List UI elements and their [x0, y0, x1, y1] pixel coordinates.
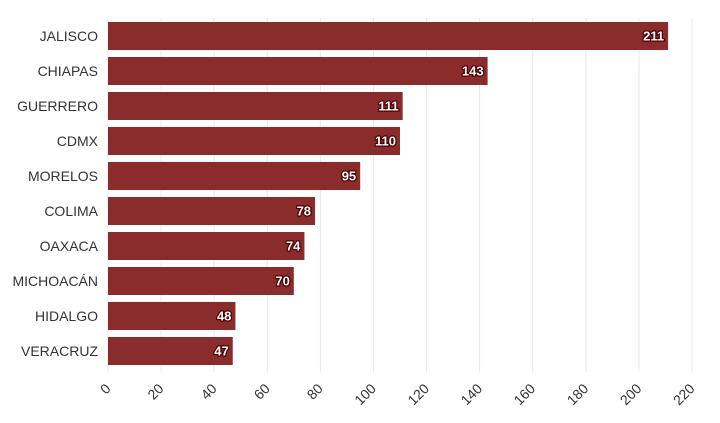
x-tick-label: 140 [457, 380, 485, 408]
category-labels: JALISCO CHIAPAS GUERRERO CDMX MORELOS COLIMA O… [12, 28, 98, 359]
category-label: HIDALGO [35, 308, 98, 324]
bar [108, 162, 361, 190]
bar [108, 92, 403, 120]
x-tick-label: 120 [404, 380, 432, 408]
category-label: COLIMA [44, 203, 98, 219]
x-tick-label: 0 [97, 380, 114, 397]
bar [108, 22, 669, 50]
value-label: 110 [375, 134, 396, 149]
value-label: 211 [643, 29, 664, 44]
value-label: 111 [378, 99, 398, 114]
bar [108, 232, 305, 260]
x-axis-tick-labels: 0 20 40 60 80 100 120 140 160 180 200 220 [97, 380, 698, 408]
value-label: 78 [297, 204, 311, 219]
bar [108, 197, 316, 225]
value-labels: 211 143 111 110 95 78 74 70 48 47 [213, 27, 665, 359]
value-label: 70 [275, 274, 289, 289]
x-tick-label: 160 [510, 380, 538, 408]
bar [108, 57, 488, 85]
bar [108, 302, 236, 330]
bar [108, 127, 400, 155]
category-label: CHIAPAS [38, 63, 98, 79]
x-tick-label: 100 [351, 380, 379, 408]
category-label: JALISCO [40, 28, 98, 44]
category-label: MICHOACÁN [12, 273, 98, 289]
x-tick-label: 200 [617, 380, 645, 408]
category-label: OAXACA [40, 238, 99, 254]
x-tick-label: 80 [304, 380, 326, 402]
bars [108, 22, 669, 365]
x-tick-label: 220 [670, 380, 698, 408]
value-label: 47 [214, 344, 228, 359]
bar [108, 337, 233, 365]
x-tick-label: 60 [251, 380, 273, 402]
x-tick-label: 20 [144, 380, 166, 402]
category-label: MORELOS [28, 168, 98, 184]
category-label: VERACRUZ [21, 343, 98, 359]
x-tick-label: 180 [564, 380, 592, 408]
value-label: 143 [462, 64, 484, 79]
bar [108, 267, 294, 295]
category-label: CDMX [57, 133, 99, 149]
value-label: 74 [286, 239, 301, 254]
category-label: GUERRERO [17, 98, 98, 114]
x-tick-label: 40 [197, 380, 219, 402]
value-label: 95 [342, 169, 356, 184]
value-label: 48 [217, 309, 231, 324]
